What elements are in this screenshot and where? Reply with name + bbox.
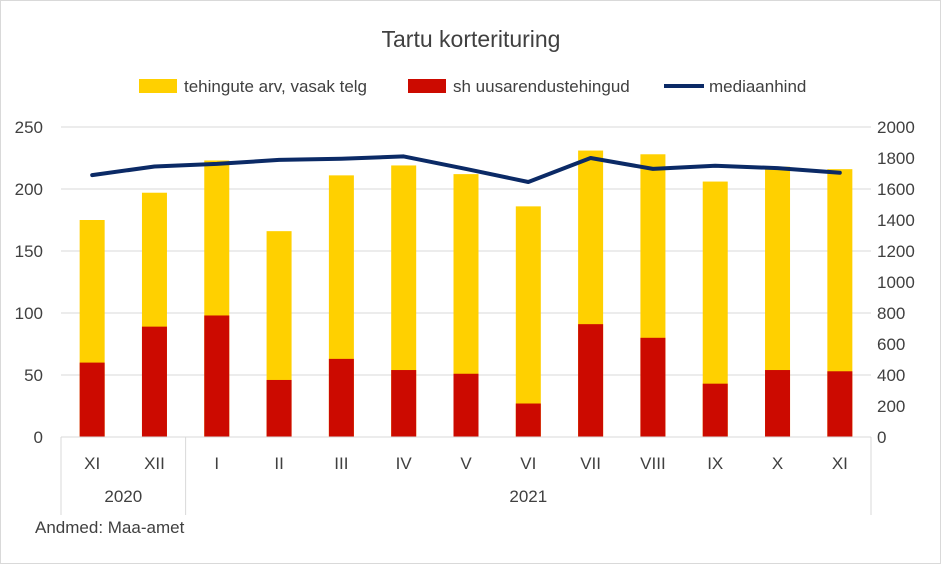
- x-tick-label: V: [460, 454, 472, 473]
- x-tick-label: XI: [832, 454, 848, 473]
- y-right-tick-label: 2000: [877, 118, 915, 137]
- y-axis-right: 0 200 400 600 800 1000 1200 1400 1600 1800 2000: [877, 118, 915, 447]
- x-tick-label: I: [214, 454, 219, 473]
- x-tick-label: IX: [707, 454, 723, 473]
- x-tick-label: XII: [144, 454, 165, 473]
- y-right-tick-label: 200: [877, 397, 905, 416]
- y-left-tick-label: 50: [24, 366, 43, 385]
- source-note: Andmed: Maa-amet: [35, 518, 185, 537]
- y-left-tick-label: 250: [15, 118, 43, 137]
- y-right-tick-label: 1000: [877, 273, 915, 292]
- legend: tehingute arv, vasak telg sh uusarenduste…: [139, 77, 806, 96]
- x-tick-label: IV: [396, 454, 413, 473]
- x-tick-label: VIII: [640, 454, 666, 473]
- bar-new-development: [702, 383, 728, 437]
- legend-swatch: [408, 79, 446, 93]
- legend-label: sh uusarendustehingud: [453, 77, 630, 96]
- bar-new-development: [515, 403, 541, 437]
- legend-label: mediaanhind: [709, 77, 806, 96]
- y-right-tick-label: 0: [877, 428, 886, 447]
- y-right-tick-label: 1200: [877, 242, 915, 261]
- y-right-tick-label: 1800: [877, 149, 915, 168]
- y-axis-left: 0 50 100 150 200 250: [15, 118, 43, 447]
- bar-new-development: [827, 371, 853, 437]
- year-group-label: 2020: [104, 487, 142, 506]
- chart-title: Tartu korterituring: [382, 26, 561, 52]
- x-tick-label: XI: [84, 454, 100, 473]
- y-right-tick-label: 1600: [877, 180, 915, 199]
- bar-new-development: [391, 370, 417, 437]
- y-left-tick-label: 150: [15, 242, 43, 261]
- bar-new-development: [453, 373, 479, 437]
- x-tick-label: VII: [580, 454, 601, 473]
- legend-label: tehingute arv, vasak telg: [184, 77, 367, 96]
- bar-new-development: [765, 370, 791, 437]
- y-right-tick-label: 1400: [877, 211, 915, 230]
- x-tick-label: VI: [520, 454, 536, 473]
- x-tick-label: III: [334, 454, 348, 473]
- y-left-tick-label: 200: [15, 180, 43, 199]
- bar-new-development: [141, 326, 167, 437]
- bar-new-development: [578, 324, 604, 437]
- x-tick-label: X: [772, 454, 783, 473]
- bar-total: [515, 206, 541, 437]
- bar-new-development: [79, 362, 105, 437]
- y-left-tick-label: 0: [34, 428, 43, 447]
- bars: [79, 150, 853, 438]
- x-tick-label: II: [274, 454, 283, 473]
- legend-swatch: [139, 79, 177, 93]
- median-price-series: [90, 154, 842, 184]
- bar-new-development: [640, 337, 666, 437]
- y-right-tick-label: 600: [877, 335, 905, 354]
- bar-new-development: [328, 358, 354, 437]
- year-group-label: 2021: [509, 487, 547, 506]
- y-left-tick-label: 100: [15, 304, 43, 323]
- y-right-tick-label: 400: [877, 366, 905, 385]
- bar-new-development: [266, 379, 292, 437]
- median-price-line: [90, 154, 842, 184]
- bar-new-development: [204, 315, 230, 437]
- y-right-tick-label: 800: [877, 304, 905, 323]
